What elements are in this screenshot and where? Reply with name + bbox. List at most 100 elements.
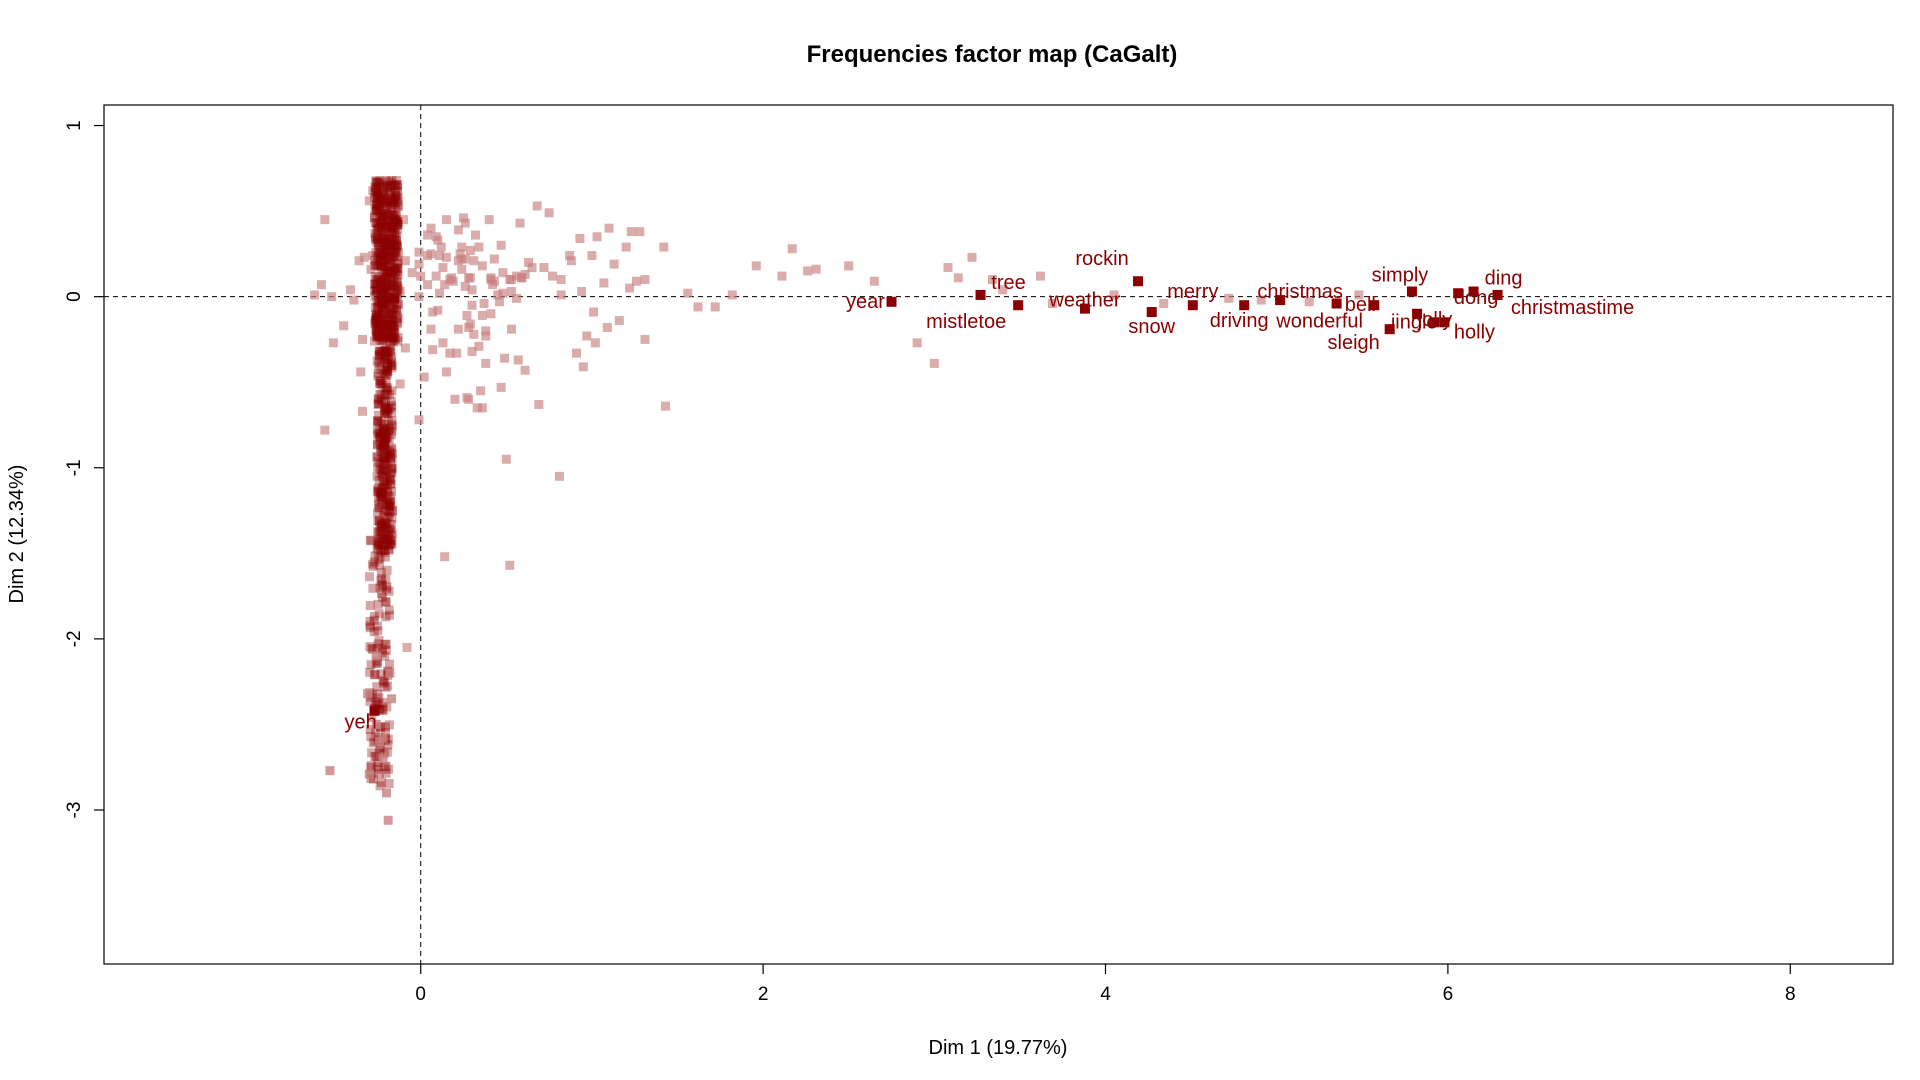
data-point xyxy=(374,499,384,509)
data-point xyxy=(374,769,384,779)
data-point xyxy=(484,215,494,225)
data-point xyxy=(374,503,384,513)
data-point xyxy=(414,415,424,425)
data-point xyxy=(371,248,381,258)
data-point xyxy=(382,331,392,341)
labeled-data-point xyxy=(1079,303,1090,314)
data-point xyxy=(383,347,393,357)
data-point xyxy=(376,325,386,335)
data-point xyxy=(381,472,391,482)
data-point xyxy=(524,257,534,267)
data-point xyxy=(374,197,384,207)
data-point xyxy=(377,197,387,207)
data-point xyxy=(462,310,472,320)
labeled-data-point xyxy=(975,289,986,300)
data-point xyxy=(367,643,377,653)
point-label: christmas xyxy=(1257,281,1343,303)
data-point xyxy=(373,599,383,609)
data-point xyxy=(392,216,402,226)
data-point xyxy=(384,234,394,244)
data-point xyxy=(378,304,388,314)
data-point xyxy=(374,346,384,356)
data-point xyxy=(380,454,390,464)
data-point xyxy=(390,216,400,226)
data-point xyxy=(386,347,396,357)
x-tick-label: 2 xyxy=(758,984,769,1005)
data-point xyxy=(379,762,389,772)
data-point xyxy=(382,390,392,400)
data-point xyxy=(382,538,392,548)
data-point xyxy=(328,338,338,348)
data-point xyxy=(385,255,395,265)
data-point xyxy=(371,177,381,187)
data-point xyxy=(370,736,380,746)
data-point xyxy=(370,235,380,245)
data-point xyxy=(604,223,614,233)
data-point xyxy=(389,252,399,262)
data-point xyxy=(366,536,376,546)
data-point xyxy=(377,520,387,530)
data-point xyxy=(513,355,523,365)
data-point xyxy=(374,178,384,188)
data-point xyxy=(387,320,397,330)
data-point xyxy=(393,202,403,212)
data-point xyxy=(380,458,390,468)
data-point xyxy=(387,529,397,539)
data-point xyxy=(382,237,392,247)
data-point xyxy=(372,656,382,666)
data-point xyxy=(382,702,392,712)
data-point xyxy=(383,538,393,548)
data-point xyxy=(387,363,397,373)
data-point xyxy=(374,636,384,646)
y-tick-label: -2 xyxy=(64,630,85,647)
labeled-data-point xyxy=(1429,317,1440,328)
data-point xyxy=(393,267,403,277)
data-point xyxy=(386,332,396,342)
data-point xyxy=(376,242,386,252)
data-point xyxy=(467,300,477,310)
data-point xyxy=(368,186,378,196)
data-point xyxy=(381,382,391,392)
data-point xyxy=(382,240,392,250)
data-point xyxy=(392,243,402,253)
data-point xyxy=(373,762,383,772)
data-point xyxy=(575,233,585,243)
data-point xyxy=(386,222,396,232)
data-point xyxy=(382,484,392,494)
point-label: tree xyxy=(991,272,1025,294)
data-point xyxy=(375,261,385,271)
data-point xyxy=(379,369,389,379)
data-point xyxy=(520,365,530,375)
data-point xyxy=(375,259,385,269)
data-point xyxy=(374,516,384,526)
labeled-data-point xyxy=(1331,298,1342,309)
data-point xyxy=(390,198,400,208)
data-point xyxy=(370,233,380,243)
data-point xyxy=(844,261,854,271)
data-point xyxy=(384,292,394,302)
data-point xyxy=(382,369,392,379)
data-point xyxy=(391,267,401,277)
data-point xyxy=(383,266,393,276)
data-point xyxy=(375,434,385,444)
data-point xyxy=(390,190,400,200)
data-point xyxy=(391,304,401,314)
data-point xyxy=(380,197,390,207)
data-point xyxy=(477,403,487,413)
data-point xyxy=(367,690,377,700)
data-point xyxy=(370,752,380,762)
data-point xyxy=(374,298,384,308)
data-point xyxy=(372,682,382,692)
data-point xyxy=(373,757,383,767)
data-point xyxy=(382,209,392,219)
data-point xyxy=(393,264,403,274)
data-point xyxy=(380,305,390,315)
data-point xyxy=(381,535,391,545)
point-label: holly xyxy=(1454,321,1495,343)
data-point xyxy=(385,508,395,518)
data-point xyxy=(373,639,383,649)
data-point xyxy=(365,535,375,545)
labeled-data-point xyxy=(886,296,897,307)
data-point xyxy=(377,185,387,195)
unlabeled-points xyxy=(310,176,1364,825)
